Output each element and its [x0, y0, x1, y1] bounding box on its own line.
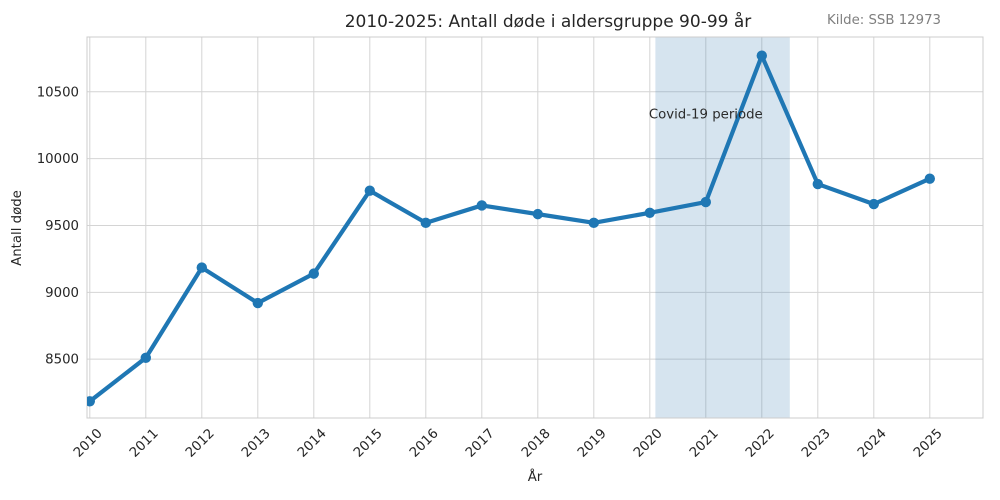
y-tick-label: 10000 [37, 152, 79, 167]
data-point-2024 [868, 198, 879, 210]
y-tick-label: 9500 [45, 219, 79, 234]
y-tick-label: 9000 [45, 286, 79, 301]
data-point-2014 [308, 268, 319, 279]
x-tick-label: 2025 [911, 426, 946, 461]
data-point-2018 [532, 208, 543, 220]
covid-band [655, 37, 790, 418]
y-axis-label: Antall døde [10, 190, 25, 266]
x-tick-labels: 2010 2011 2012 2013 2014 2015 2016 2017 2018 2019… [71, 426, 946, 461]
x-tick-label: 2017 [463, 426, 498, 461]
x-tick-label: 2013 [239, 426, 274, 461]
x-tick-label: 2016 [407, 426, 442, 461]
data-point-2013 [252, 297, 263, 309]
y-tick-labels: 8500 9000 9500 10000 10500 [37, 85, 79, 367]
y-tick-label: 10500 [37, 85, 79, 100]
x-tick-label: 2012 [183, 426, 218, 461]
grid-lines [87, 37, 983, 418]
x-tick-label: 2021 [687, 426, 722, 461]
annotations: Covid-19 periode [649, 108, 763, 123]
covid-period-label: Covid-19 periode [649, 108, 763, 123]
data-point-2019 [588, 217, 599, 229]
source-note: Kilde: SSB 12973 [827, 13, 941, 28]
covid-band-layer [655, 37, 790, 418]
x-tick-label: 2010 [71, 426, 106, 461]
x-tick-label: 2014 [295, 426, 330, 461]
data-point-2012 [196, 262, 207, 273]
data-series [87, 50, 935, 407]
data-point-2025 [924, 173, 935, 184]
x-tick-label: 2015 [351, 426, 386, 461]
x-tick-label: 2023 [799, 426, 834, 461]
data-point-2023 [812, 178, 823, 190]
x-tick-label: 2022 [743, 426, 778, 461]
x-tick-label: 2018 [519, 426, 554, 461]
axes-spines [86, 36, 984, 419]
x-axis-label: År [528, 468, 543, 485]
data-point-2015 [364, 185, 375, 196]
data-point-2022 [756, 50, 767, 61]
data-point-2010 [87, 396, 95, 407]
data-point-2021 [700, 196, 711, 208]
x-tick-label: 2011 [127, 426, 162, 461]
chart-title: 2010-2025: Antall døde i aldersgruppe 90… [345, 11, 752, 32]
x-tick-label: 2019 [575, 426, 610, 461]
data-point-2011 [140, 352, 151, 364]
x-tick-label: 2024 [855, 426, 890, 461]
trend-line [87, 53, 932, 404]
data-point-2017 [476, 200, 487, 211]
data-point-2016 [420, 217, 431, 229]
data-point-2020 [644, 207, 655, 218]
y-tick-label: 8500 [45, 353, 79, 368]
plot-border [86, 36, 984, 419]
x-tick-label: 2020 [631, 426, 666, 461]
